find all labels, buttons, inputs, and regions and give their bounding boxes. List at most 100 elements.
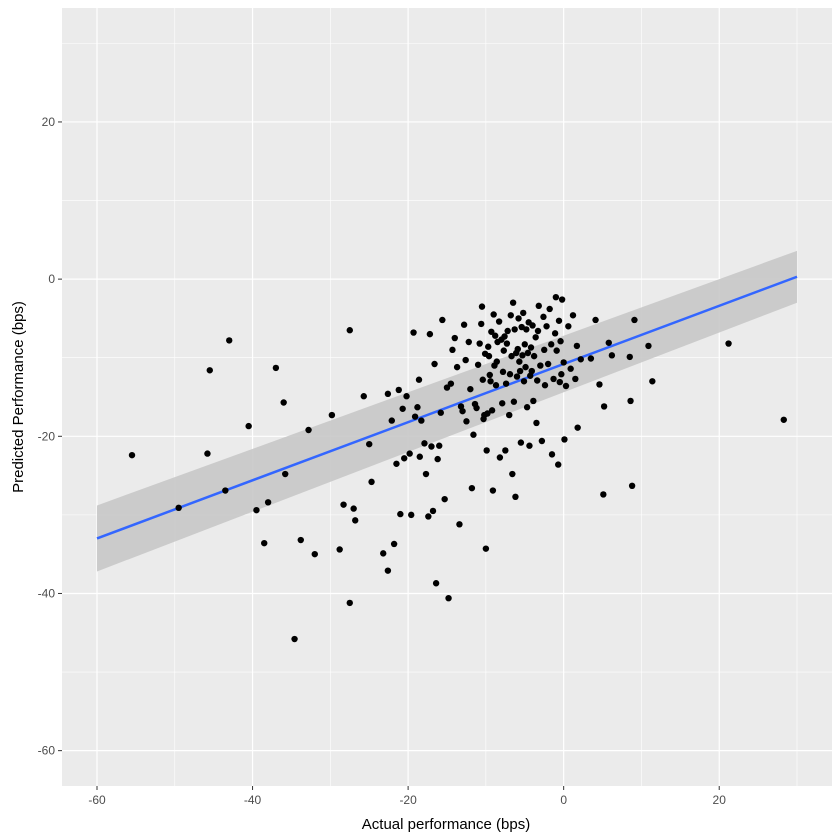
data-point bbox=[456, 521, 463, 528]
data-point bbox=[517, 439, 525, 446]
data-point bbox=[410, 329, 417, 336]
data-point bbox=[555, 317, 563, 324]
data-point bbox=[483, 447, 490, 454]
data-point bbox=[534, 377, 541, 384]
data-point bbox=[512, 493, 519, 501]
data-point bbox=[492, 382, 500, 389]
data-point bbox=[470, 431, 477, 438]
data-point bbox=[478, 320, 485, 328]
data-point bbox=[305, 426, 312, 434]
data-point bbox=[558, 371, 565, 378]
data-point bbox=[434, 455, 441, 463]
data-points bbox=[128, 293, 787, 643]
data-point bbox=[533, 419, 540, 427]
data-point bbox=[493, 358, 500, 365]
data-point bbox=[626, 353, 633, 361]
x-tick-label: -20 bbox=[399, 793, 417, 807]
data-point bbox=[489, 487, 497, 494]
data-point bbox=[488, 328, 495, 335]
data-point bbox=[645, 342, 652, 350]
data-point bbox=[511, 326, 518, 333]
data-point bbox=[587, 355, 595, 362]
data-point bbox=[441, 495, 448, 503]
data-point bbox=[537, 362, 544, 369]
data-point bbox=[557, 338, 564, 345]
data-point bbox=[485, 343, 492, 350]
data-point bbox=[516, 358, 523, 365]
data-point bbox=[206, 367, 213, 374]
data-point bbox=[128, 451, 136, 459]
data-point bbox=[422, 470, 430, 478]
data-point bbox=[520, 378, 528, 385]
data-point bbox=[403, 393, 410, 400]
confidence-ribbon bbox=[97, 250, 797, 572]
data-point bbox=[226, 337, 233, 344]
data-point bbox=[529, 322, 536, 329]
data-point bbox=[534, 327, 542, 335]
data-point bbox=[562, 382, 570, 390]
data-point bbox=[553, 347, 560, 354]
data-point bbox=[175, 504, 182, 512]
data-point bbox=[439, 316, 446, 324]
data-point bbox=[366, 440, 373, 448]
y-axis-title: Predicted Performance (bps) bbox=[10, 301, 27, 493]
data-point bbox=[428, 443, 435, 450]
data-point bbox=[408, 511, 415, 519]
data-point bbox=[467, 385, 474, 393]
data-point bbox=[474, 361, 482, 368]
data-point bbox=[500, 347, 507, 354]
data-point bbox=[418, 417, 425, 424]
data-point bbox=[449, 346, 456, 354]
data-point bbox=[436, 442, 443, 449]
data-point bbox=[346, 327, 353, 334]
data-point bbox=[567, 365, 574, 372]
data-point bbox=[245, 422, 252, 430]
data-point bbox=[631, 316, 638, 324]
x-tick-label: 20 bbox=[713, 793, 727, 807]
data-point bbox=[530, 397, 537, 405]
data-point bbox=[572, 375, 579, 383]
x-tick-label: 0 bbox=[560, 793, 567, 807]
data-point bbox=[380, 550, 387, 557]
x-tick-label: -60 bbox=[88, 793, 106, 807]
data-point bbox=[523, 326, 530, 333]
y-tick-label: 20 bbox=[42, 115, 56, 129]
data-point bbox=[463, 418, 470, 425]
data-point bbox=[445, 594, 452, 602]
data-point bbox=[501, 333, 508, 340]
data-point bbox=[395, 386, 402, 394]
data-point bbox=[573, 342, 581, 350]
data-point bbox=[346, 599, 353, 607]
data-point bbox=[414, 404, 421, 411]
data-point bbox=[462, 356, 469, 364]
data-point bbox=[451, 334, 458, 342]
data-point bbox=[280, 399, 287, 406]
data-point bbox=[541, 346, 548, 354]
data-point bbox=[485, 352, 493, 360]
data-point bbox=[340, 501, 347, 508]
x-tick-label: -40 bbox=[244, 793, 262, 807]
data-point bbox=[487, 378, 494, 385]
data-point bbox=[551, 330, 559, 337]
data-point bbox=[311, 550, 318, 558]
data-point bbox=[459, 407, 466, 415]
data-point bbox=[577, 356, 584, 363]
data-point bbox=[521, 341, 528, 348]
data-point bbox=[502, 380, 510, 387]
data-point bbox=[509, 299, 517, 306]
data-point bbox=[352, 517, 359, 524]
data-point bbox=[506, 371, 514, 378]
data-point bbox=[495, 318, 503, 325]
data-point bbox=[520, 309, 527, 317]
data-point bbox=[574, 424, 581, 431]
data-point bbox=[406, 450, 413, 457]
data-point bbox=[492, 332, 499, 339]
data-point bbox=[261, 539, 268, 547]
data-point bbox=[544, 360, 552, 368]
data-point bbox=[509, 470, 516, 478]
data-point bbox=[426, 330, 434, 338]
data-point bbox=[479, 376, 486, 383]
data-point bbox=[399, 405, 406, 412]
data-point bbox=[530, 352, 538, 360]
data-point bbox=[421, 440, 428, 447]
